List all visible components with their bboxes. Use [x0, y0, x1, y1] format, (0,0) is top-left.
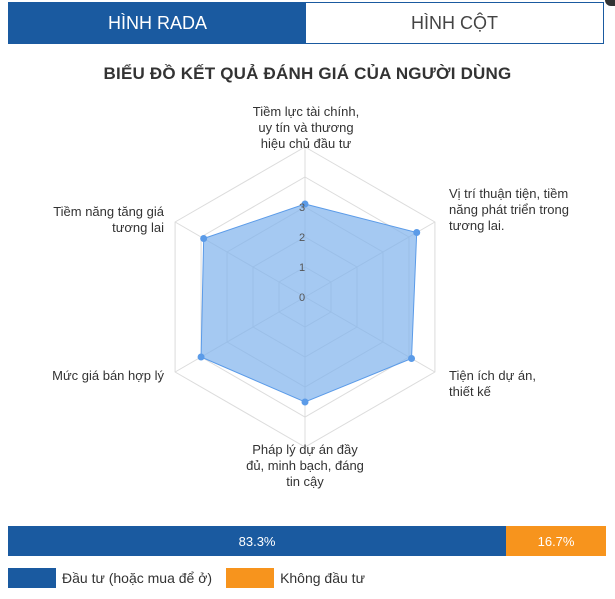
axis-label-location: Vị trí thuận tiện, tiềm năng phát triển … [449, 186, 569, 233]
legend-label-not-invest: Không đầu tư [280, 570, 365, 586]
segment-invest: 83.3% [8, 526, 507, 556]
tab-radar[interactable]: HÌNH RADA [9, 3, 306, 43]
scale-tick-label: 1 [299, 262, 305, 274]
radar-point [413, 229, 421, 236]
radar-point [408, 355, 416, 362]
axis-label-legal: Pháp lý dự án đầy đủ, minh bạch, đáng ti… [246, 442, 364, 489]
axis-label-appreciation: Tiềm năng tăng giá tương lai [53, 204, 164, 235]
segment-not-invest: 16.7% [506, 526, 606, 556]
corner-indicator [605, 0, 615, 6]
chart-type-tabs: HÌNH RADA HÌNH CỘT [8, 2, 604, 44]
axis-label-amenities: Tiện ích dự án, thiết kế [449, 368, 536, 399]
chart-title: BIỂU ĐỒ KẾT QUẢ ĐÁNH GIÁ CỦA NGƯỜI DÙNG [103, 64, 512, 83]
legend-swatch-invest [8, 568, 56, 588]
radar-scale-ticks: 0 1 2 3 [299, 202, 305, 304]
radar-series-area [200, 203, 418, 403]
scale-tick-label: 0 [299, 292, 305, 304]
axis-label-price: Mức giá bán hợp lý [52, 368, 164, 383]
radar-point [301, 200, 309, 208]
investment-ratio-bar: 83.3% 16.7% [8, 526, 606, 556]
axis-label-financial-capacity: Tiềm lực tài chính, uy tín và thương hiệ… [252, 104, 360, 151]
scale-tick-label: 3 [299, 202, 305, 214]
legend-swatch-not-invest [226, 568, 275, 588]
scale-tick-label: 2 [299, 232, 305, 244]
radar-point [197, 353, 205, 361]
radar-point [301, 398, 309, 406]
legend-label-invest: Đầu tư (hoặc mua để ở) [62, 570, 213, 586]
tab-column[interactable]: HÌNH CỘT [306, 3, 603, 43]
radar-points [197, 200, 421, 406]
legend: Đầu tư (hoặc mua để ở) Không đầu tư [8, 568, 365, 588]
radar-point [200, 235, 208, 242]
